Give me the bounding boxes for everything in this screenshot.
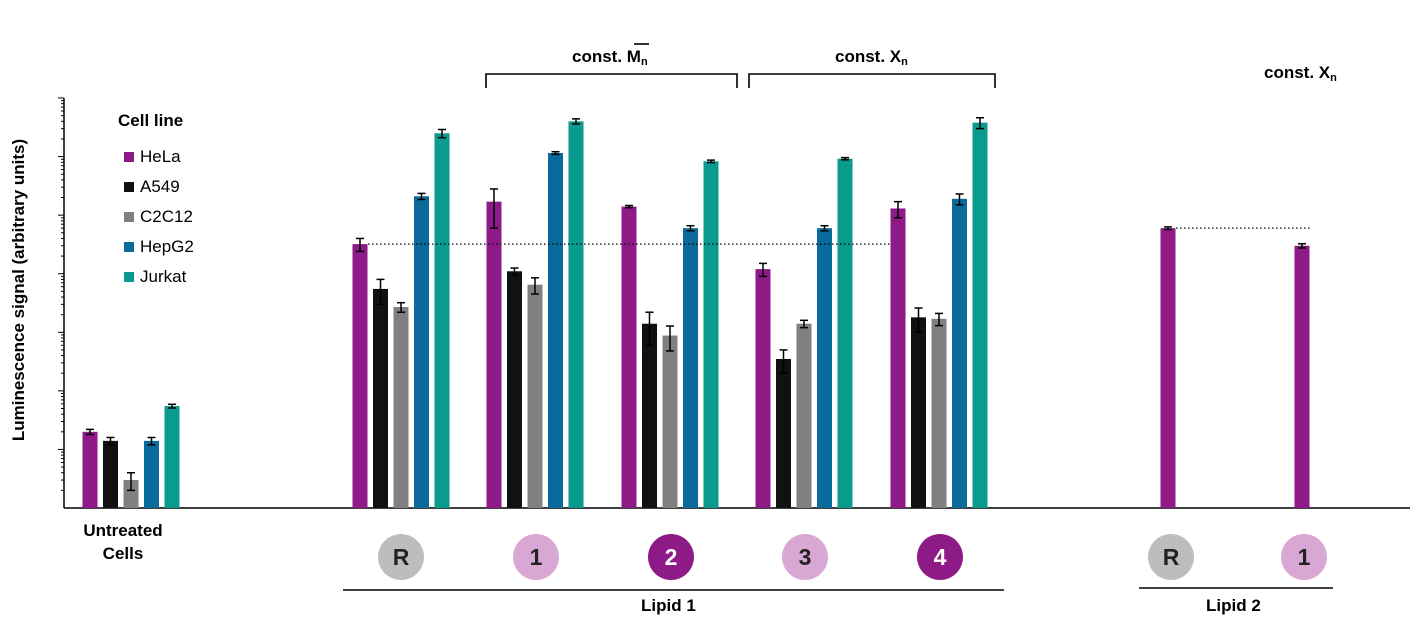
legend-label-c2c12: C2C12 [140, 207, 193, 226]
bar-hela-2 [486, 201, 502, 508]
bar-hepg2-3 [683, 228, 698, 509]
bar-a549-1 [373, 288, 388, 508]
bar-hela-6 [1160, 228, 1176, 509]
formulation-circle-4: 4 [917, 534, 963, 580]
untreated-cells-label: Untreated Cells [68, 519, 178, 565]
bar-hepg2-1 [414, 196, 429, 508]
bracket-const-mn [485, 73, 738, 88]
bar-hela-7 [1294, 245, 1310, 508]
bar-hela-1 [352, 244, 368, 508]
bar-a549-3 [642, 323, 657, 508]
bar-c2c12-3 [662, 335, 678, 508]
legend-label-hepg2: HepG2 [140, 237, 194, 256]
bar-hela-0 [82, 431, 98, 508]
untreated-line-2: Cells [102, 544, 144, 563]
bar-hela-3 [621, 206, 637, 508]
bracket-const-xn [748, 73, 996, 88]
bar-a549-0 [103, 440, 118, 508]
bar-hepg2-5 [952, 198, 967, 508]
bar-c2c12-5 [931, 318, 947, 508]
formulation-circle-3: 3 [782, 534, 828, 580]
formulation-circle-r: R [378, 534, 424, 580]
bar-hepg2-0 [144, 440, 159, 508]
group-label-lipid1: Lipid 1 [641, 596, 696, 615]
bar-jurkat-3 [703, 161, 719, 508]
bar-a549-2 [507, 271, 522, 508]
bar-jurkat-5 [972, 122, 988, 509]
legend-swatch-a549 [124, 182, 134, 192]
bar-a549-5 [911, 317, 926, 508]
formulation-circle-1-lipid2: 1 [1281, 534, 1327, 580]
legend-swatch-c2c12 [124, 212, 134, 222]
legend-title: Cell line [118, 111, 184, 130]
bar-jurkat-4 [837, 158, 853, 508]
header-xn2-sub: n [1330, 72, 1337, 84]
bar-c2c12-1 [393, 307, 409, 508]
bar-hepg2-2 [548, 153, 563, 508]
legend-label-jurkat: Jurkat [140, 267, 187, 286]
header-xn-sub: n [901, 56, 908, 68]
bar-c2c12-4 [796, 323, 812, 508]
formulation-circle-2: 2 [648, 534, 694, 580]
header-mn-main: const. M [572, 47, 641, 66]
legend-item-a549: A549 [124, 177, 180, 197]
bar-jurkat-1 [434, 133, 450, 508]
legend-item-hela: HeLa [124, 147, 181, 167]
formulation-circle-r-lipid2: R [1148, 534, 1194, 580]
bar-c2c12-2 [527, 284, 543, 508]
bar-jurkat-2 [568, 121, 584, 508]
header-const-xn-lipid2: const. Xn [1264, 63, 1337, 84]
bar-hepg2-4 [817, 228, 832, 509]
bar-a549-4 [776, 358, 791, 508]
bar-hela-4 [755, 269, 771, 508]
bar-hela-5 [890, 208, 906, 508]
legend-item-c2c12: C2C12 [124, 207, 193, 227]
bar-c2c12-0 [123, 480, 139, 508]
legend-swatch-hepg2 [124, 242, 134, 252]
legend-item-hepg2: HepG2 [124, 237, 194, 257]
legend-label-a549: A549 [140, 177, 180, 196]
formulation-circle-1: 1 [513, 534, 559, 580]
header-const-xn: const. Xn [835, 47, 908, 68]
legend-swatch-jurkat [124, 272, 134, 282]
bar-jurkat-0 [164, 406, 180, 508]
header-mn-sub: n [640, 56, 648, 68]
legend-label-hela: HeLa [140, 147, 181, 166]
legend-swatch-hela [124, 152, 134, 162]
group-label-lipid2: Lipid 2 [1206, 596, 1261, 615]
header-xn2-main: const. X [1264, 63, 1331, 82]
y-axis-title: Luminescence signal (arbitrary units) [9, 138, 28, 442]
legend-item-jurkat: Jurkat [124, 267, 186, 287]
header-const-mn: const. Mn [572, 47, 648, 68]
header-xn-main: const. X [835, 47, 902, 66]
untreated-line-1: Untreated [83, 521, 163, 540]
